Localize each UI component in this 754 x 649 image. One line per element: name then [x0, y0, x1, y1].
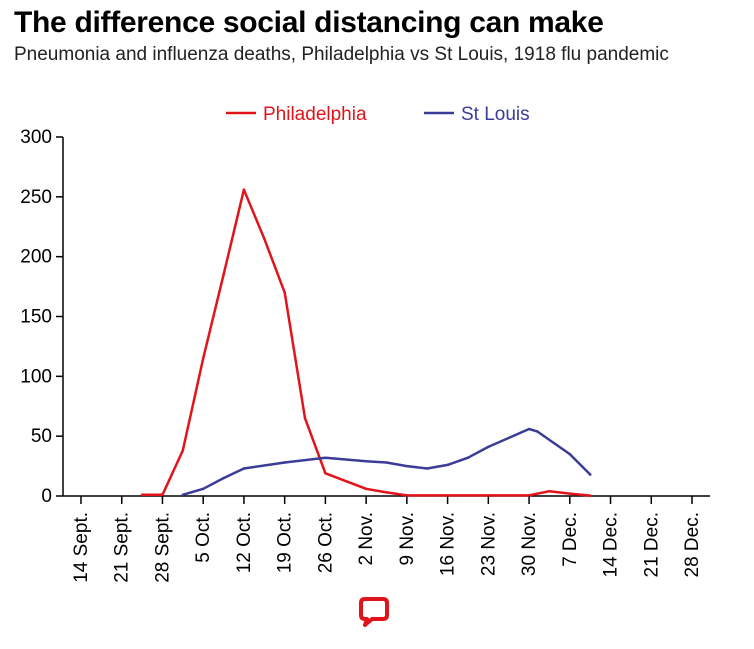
- data-point-st-louis: [385, 461, 388, 464]
- data-point-st-louis: [588, 473, 592, 476]
- data-point-philadelphia: [242, 188, 246, 191]
- y-tick-label: 100: [20, 366, 52, 387]
- x-tick-label: 26 Oct.: [315, 512, 336, 573]
- data-point-st-louis: [283, 461, 286, 464]
- data-point-philadelphia: [568, 492, 572, 495]
- y-tick-label: 0: [41, 486, 52, 507]
- x-tick-label: 23 Nov.: [478, 512, 499, 576]
- data-point-philadelphia: [527, 494, 531, 497]
- data-point-st-louis: [324, 456, 327, 459]
- data-point-st-louis: [405, 464, 409, 468]
- x-tick-label: 7 Dec.: [560, 512, 581, 567]
- x-tick-label: 2 Nov.: [356, 512, 377, 566]
- data-point-philadelphia: [405, 494, 409, 497]
- data-point-st-louis: [222, 476, 225, 480]
- chart-title: The difference social distancing can mak…: [14, 6, 604, 39]
- series-line-philadelphia: [140, 188, 592, 497]
- data-point-st-louis: [568, 452, 572, 456]
- y-tick-label: 150: [20, 307, 52, 328]
- conversation-logo-icon: [359, 597, 389, 627]
- y-tick-label: 50: [31, 426, 52, 447]
- data-point-st-louis: [364, 460, 368, 463]
- data-point-philadelphia: [487, 494, 490, 497]
- x-tick-label: 14 Dec.: [601, 512, 622, 577]
- data-point-philadelphia: [283, 291, 286, 294]
- x-tick-label: 28 Dec.: [682, 512, 703, 577]
- data-point-philadelphia: [588, 494, 592, 497]
- legend-label: Philadelphia: [263, 104, 367, 125]
- data-point-st-louis: [181, 493, 185, 497]
- legend-label: St Louis: [461, 104, 530, 125]
- data-point-philadelphia: [161, 493, 164, 497]
- data-point-philadelphia: [324, 472, 327, 475]
- x-tick-label: 9 Nov.: [397, 512, 418, 566]
- data-point-philadelphia: [364, 487, 368, 491]
- y-tick-label: 200: [20, 247, 52, 268]
- x-tick-label: 21 Sept.: [112, 512, 133, 583]
- data-point-philadelphia: [201, 357, 205, 360]
- data-point-philadelphia: [181, 449, 185, 452]
- legend: Philadelphia St Louis: [226, 104, 530, 125]
- data-point-st-louis: [466, 456, 470, 459]
- y-tick-label: 250: [20, 187, 52, 208]
- x-axis: 14 Sept. 21 Sept. 28 Sept. 5 Oct. 12 Oct. 19 …: [63, 495, 710, 583]
- data-point-philadelphia: [446, 494, 449, 497]
- data-point-philadelphia: [222, 273, 225, 276]
- y-axis: 0 50 100 150 200 250 300: [20, 127, 64, 507]
- chart-subtitle: Pneumonia and influenza deaths, Philadel…: [14, 44, 669, 65]
- x-tick-label: 28 Sept.: [152, 512, 173, 583]
- data-point-philadelphia: [140, 493, 144, 497]
- x-tick-label: 16 Nov.: [438, 512, 459, 576]
- series-layer: [140, 188, 592, 497]
- x-tick-label: 5 Oct.: [193, 512, 214, 563]
- data-point-philadelphia: [303, 416, 307, 420]
- data-point-philadelphia: [548, 489, 551, 493]
- data-point-philadelphia: [385, 491, 388, 494]
- x-tick-label: 14 Sept.: [71, 512, 92, 583]
- data-point-st-louis: [527, 427, 531, 431]
- data-point-st-louis: [535, 430, 539, 433]
- x-tick-label: 12 Oct.: [234, 512, 255, 573]
- x-tick-label: 21 Dec.: [641, 512, 662, 577]
- x-tick-label: 30 Nov.: [519, 512, 540, 576]
- data-point-st-louis: [242, 467, 246, 470]
- y-tick-label: 300: [20, 127, 52, 148]
- data-point-st-louis: [425, 467, 429, 470]
- data-point-philadelphia: [263, 237, 266, 240]
- data-point-st-louis: [487, 445, 490, 449]
- x-tick-label: 19 Oct.: [275, 512, 296, 573]
- data-point-st-louis: [201, 487, 205, 491]
- data-point-st-louis: [446, 463, 449, 467]
